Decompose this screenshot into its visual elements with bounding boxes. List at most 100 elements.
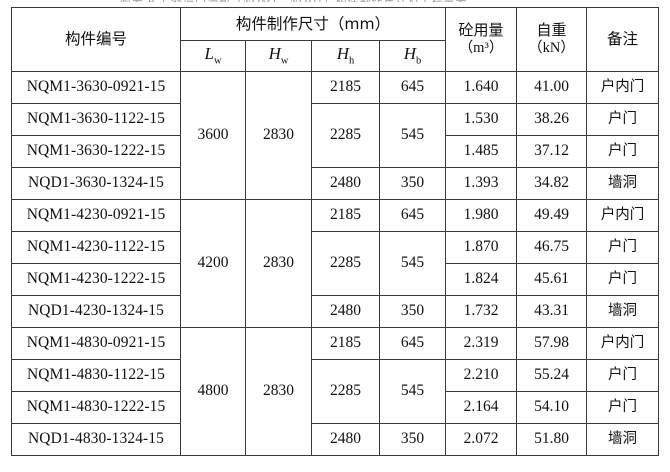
clipped-table-caption: 附表 B-1 外墙门洞板（NQM1、NQD1）构件制作尺寸及工程量表 xyxy=(120,0,550,2)
header-symbol-hh-sub: h xyxy=(349,55,355,67)
cell-component-id: NQD1-4830-1324-15 xyxy=(11,423,181,456)
cell-hb: 545 xyxy=(378,103,447,168)
cell-weight: 51.80 xyxy=(516,423,588,456)
cell-hh: 2480 xyxy=(311,167,380,200)
cell-volume: 1.732 xyxy=(445,295,518,328)
cell-hw: 2830 xyxy=(245,327,312,456)
header-symbol-lw-letter: L xyxy=(204,44,214,64)
table-row: NQM1-4830-1222-15 2.164 54.10 户门 xyxy=(11,391,660,424)
cell-remark: 户门 xyxy=(586,359,660,392)
cell-volume: 2.210 xyxy=(445,359,518,392)
table-row: NQD1-4830-1324-15 2480 350 2.072 51.80 墙… xyxy=(11,423,660,456)
cell-lw: 4200 xyxy=(180,199,246,328)
cell-volume: 1.393 xyxy=(445,167,518,200)
cell-lw: 3600 xyxy=(180,71,246,200)
table-row: NQM1-4830-1122-15 2285 545 2.210 55.24 户… xyxy=(11,359,660,424)
cell-weight: 43.31 xyxy=(516,295,588,328)
header-concrete-volume-unit: （m³） xyxy=(458,40,504,57)
table-row: NQD1-3630-1324-15 2480 350 1.393 34.82 墙… xyxy=(11,167,660,200)
table-row: NQM1-3630-0921-15 3600 2830 2185 645 1.6… xyxy=(11,71,660,200)
table-row: NQM1-3630-1122-15 2285 545 1.530 38.26 户… xyxy=(11,103,660,168)
cell-hh: 2185 xyxy=(311,327,380,360)
cell-hb: 350 xyxy=(378,167,447,200)
component-schedule-table: 构件编号 构件制作尺寸（mm） 砼用量 （m³） 自重 （kN） 备注 Lw H… xyxy=(11,7,660,456)
header-dimensions-group: 构件制作尺寸（mm） xyxy=(179,7,447,41)
cell-remark: 户内门 xyxy=(586,327,660,360)
cell-hb: 545 xyxy=(378,359,447,424)
cell-remark: 墙洞 xyxy=(586,423,660,456)
cell-volume: 1.640 xyxy=(445,71,518,104)
cell-remark: 户内门 xyxy=(586,71,660,104)
header-symbol-hw-sub: w xyxy=(280,55,289,67)
header-concrete-volume: 砼用量 （m³） xyxy=(445,7,518,72)
cell-component-id: NQM1-4230-1122-15 xyxy=(11,231,181,264)
cell-component-id: NQM1-4830-1122-15 xyxy=(11,359,181,392)
header-self-weight-unit: （kN） xyxy=(528,40,575,57)
cell-volume: 1.485 xyxy=(445,135,518,168)
header-symbol-hb: Hb xyxy=(378,40,447,72)
header-symbol-hw: Hw xyxy=(245,40,312,72)
header-row-secondary: Lw Hw Hh Hb xyxy=(12,40,659,72)
cell-remark: 户门 xyxy=(586,231,660,264)
cell-hh: 2480 xyxy=(311,295,380,328)
cell-component-id: NQM1-4830-0921-15 xyxy=(11,327,181,360)
cell-hb: 350 xyxy=(378,423,447,456)
cell-component-id: NQM1-4230-0921-15 xyxy=(11,199,181,232)
cell-hh: 2285 xyxy=(311,231,380,296)
header-component-id: 构件编号 xyxy=(11,7,181,72)
cell-hh: 2185 xyxy=(311,199,380,232)
cell-weight: 34.82 xyxy=(516,167,588,200)
cell-remark: 墙洞 xyxy=(586,167,660,200)
cell-volume: 1.530 xyxy=(445,103,518,136)
cell-remark: 户门 xyxy=(586,103,660,136)
table-row: NQM1-4230-0921-15 4200 2830 2185 645 1.9… xyxy=(11,199,660,328)
cell-weight: 45.61 xyxy=(516,263,588,296)
table-body: NQM1-3630-0921-15 3600 2830 2185 645 1.6… xyxy=(11,71,660,456)
header-self-weight-label: 自重 xyxy=(536,20,567,39)
cell-component-id: NQM1-3630-0921-15 xyxy=(11,71,181,104)
table-row: NQD1-4230-1324-15 2480 350 1.732 43.31 墙… xyxy=(11,295,660,328)
cell-weight: 55.24 xyxy=(516,359,588,392)
cell-hw: 2830 xyxy=(245,199,312,328)
cell-component-id: NQD1-3630-1324-15 xyxy=(11,167,181,200)
header-symbol-hb-letter: H xyxy=(403,44,417,64)
cell-weight: 57.98 xyxy=(516,327,588,360)
header-row-primary: 构件编号 构件制作尺寸（mm） 砼用量 （m³） 自重 （kN） 备注 xyxy=(11,7,660,72)
table-row: NQM1-4830-0921-15 4800 2830 2185 645 2.3… xyxy=(11,327,660,456)
header-symbol-hw-letter: H xyxy=(268,44,281,64)
cell-hw: 2830 xyxy=(245,71,312,200)
cell-volume: 1.980 xyxy=(445,199,518,232)
cell-hh: 2285 xyxy=(311,359,380,424)
cell-hb: 645 xyxy=(378,199,447,232)
cell-weight: 41.00 xyxy=(516,71,588,104)
cell-weight: 46.75 xyxy=(516,231,588,264)
cell-hb: 645 xyxy=(378,71,447,104)
cell-volume: 2.319 xyxy=(445,327,518,360)
cell-volume: 2.164 xyxy=(445,391,518,424)
header-symbol-hh: Hh xyxy=(311,40,380,72)
cell-remark: 户门 xyxy=(586,391,660,424)
cell-remark: 户门 xyxy=(586,263,660,296)
cell-component-id: NQD1-4230-1324-15 xyxy=(11,295,181,328)
cell-hh: 2185 xyxy=(311,71,380,104)
cell-hb: 545 xyxy=(378,231,447,296)
cell-volume: 2.072 xyxy=(445,423,518,456)
cell-remark: 墙洞 xyxy=(586,295,660,328)
table-header: 构件编号 构件制作尺寸（mm） 砼用量 （m³） 自重 （kN） 备注 Lw H… xyxy=(11,7,660,72)
table-row: NQM1-4230-1222-15 1.824 45.61 户门 xyxy=(11,263,660,296)
cell-weight: 49.49 xyxy=(516,199,588,232)
table-row: NQM1-3630-1222-15 1.485 37.12 户门 xyxy=(11,135,660,168)
header-symbol-lw-sub: w xyxy=(213,55,222,67)
header-concrete-volume-label: 砼用量 xyxy=(458,20,504,39)
cell-hb: 645 xyxy=(378,327,447,360)
cell-weight: 54.10 xyxy=(516,391,588,424)
cell-volume: 1.824 xyxy=(445,263,518,296)
header-symbol-lw: Lw xyxy=(180,40,246,72)
cell-weight: 37.12 xyxy=(516,135,588,168)
cell-hh: 2480 xyxy=(311,423,380,456)
cell-remark: 户内门 xyxy=(586,199,660,232)
cell-remark: 户门 xyxy=(586,135,660,168)
cell-volume: 1.870 xyxy=(445,231,518,264)
cell-component-id: NQM1-3630-1122-15 xyxy=(11,103,181,136)
